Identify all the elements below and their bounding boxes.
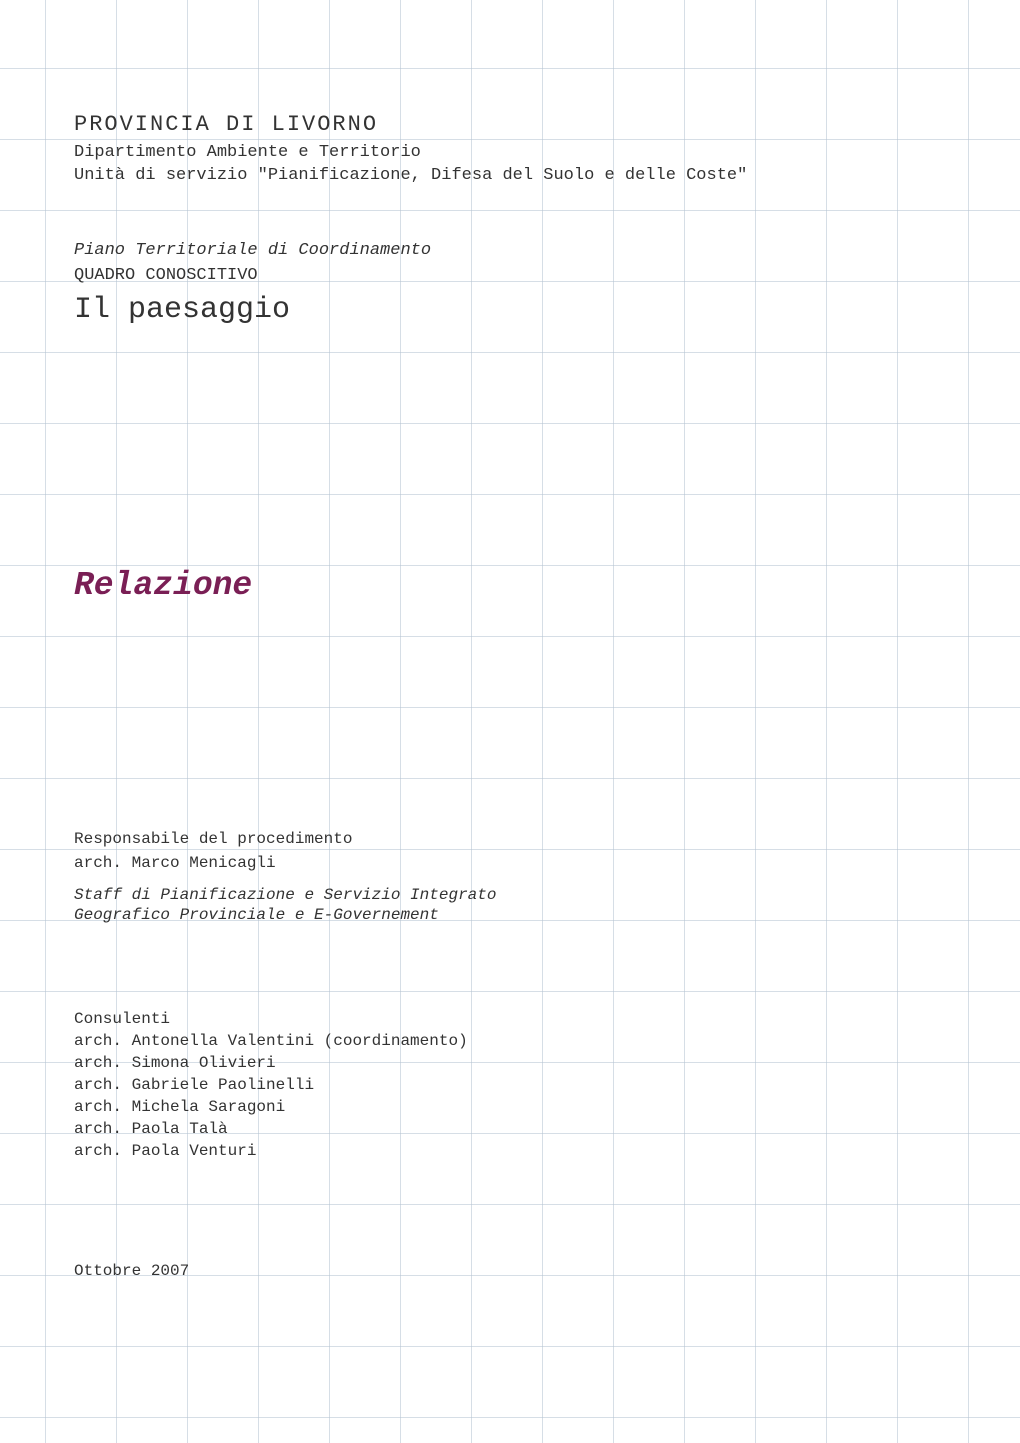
consultants-block: Consulenti arch. Antonella Valentini (co… — [74, 1010, 980, 1160]
org-title: PROVINCIA DI LIVORNO — [74, 112, 980, 137]
document-content: PROVINCIA DI LIVORNO Dipartimento Ambien… — [0, 0, 1020, 1280]
doc-type-relazione: Relazione — [74, 567, 980, 604]
consultant-item: arch. Michela Saragoni — [74, 1098, 980, 1116]
consultant-item: arch. Antonella Valentini (coordinamento… — [74, 1032, 980, 1050]
consultant-item: arch. Paola Venturi — [74, 1142, 980, 1160]
document-date: Ottobre 2007 — [74, 1262, 980, 1280]
consultant-item: arch. Paola Talà — [74, 1120, 980, 1138]
department-line: Dipartimento Ambiente e Territorio — [74, 143, 980, 162]
consultant-item: arch. Gabriele Paolinelli — [74, 1076, 980, 1094]
responsible-name: arch. Marco Menicagli — [74, 854, 980, 872]
subject-line: Il paesaggio — [74, 293, 980, 327]
staff-line-1: Staff di Pianificazione e Servizio Integ… — [74, 886, 980, 904]
consultant-item: arch. Simona Olivieri — [74, 1054, 980, 1072]
staff-line-2: Geografico Provinciale e E-Governement — [74, 906, 980, 924]
staff-block: Staff di Pianificazione e Servizio Integ… — [74, 886, 980, 924]
responsible-block: Responsabile del procedimento arch. Marc… — [74, 830, 980, 872]
unit-line: Unità di servizio "Pianificazione, Difes… — [74, 166, 980, 185]
consultants-label: Consulenti — [74, 1010, 980, 1028]
responsible-label: Responsabile del procedimento — [74, 830, 980, 848]
quadro-line: QUADRO CONOSCITIVO — [74, 266, 980, 285]
plan-title: Piano Territoriale di Coordinamento — [74, 241, 980, 260]
